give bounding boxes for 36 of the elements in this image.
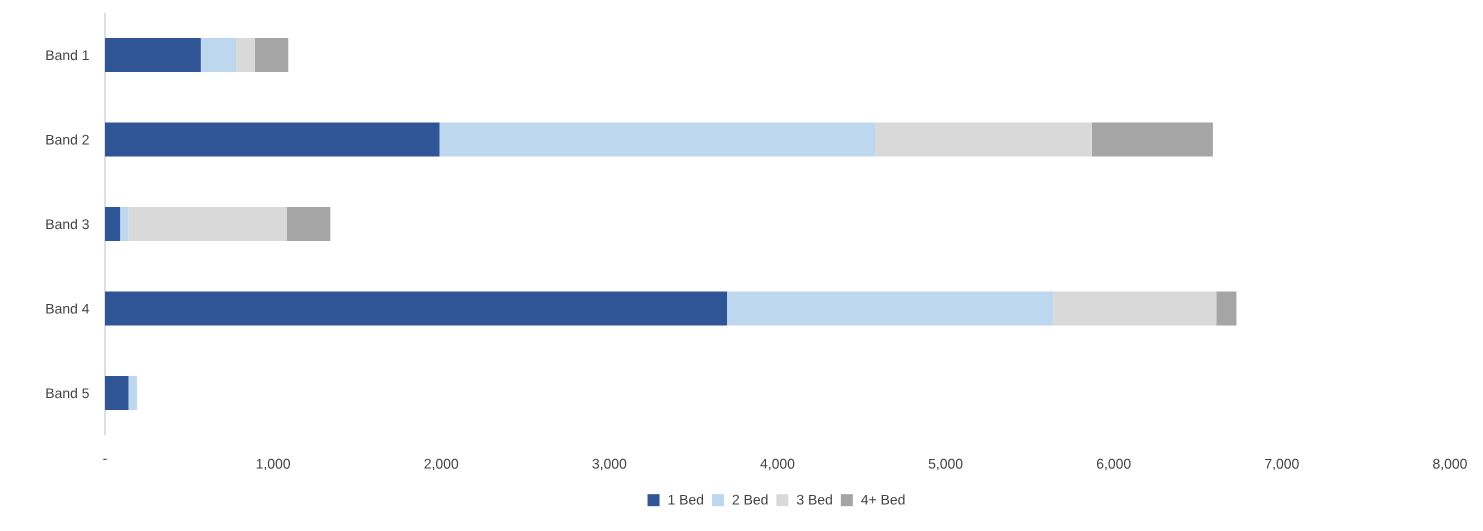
y-tick-label: Band 2 xyxy=(46,134,89,145)
x-tick-label: 8,000 xyxy=(1433,458,1467,471)
bar xyxy=(105,291,728,326)
bar xyxy=(1053,291,1217,326)
y-tick-label: Band 4 xyxy=(46,303,90,314)
bar xyxy=(128,376,137,411)
bar xyxy=(874,122,1092,157)
bar xyxy=(200,38,237,72)
y-tick-label: Band 1 xyxy=(46,49,89,61)
x-tick-label: 6,000 xyxy=(1096,458,1131,471)
bar xyxy=(727,291,1054,326)
bar xyxy=(128,207,287,241)
bar xyxy=(254,38,289,72)
legend-label: 2 Bed xyxy=(732,494,768,505)
bar xyxy=(286,207,331,241)
x-tick-label: 5,000 xyxy=(928,458,963,471)
bar xyxy=(105,207,121,241)
legend-label: 4+ Bed xyxy=(861,494,905,505)
y-tick-label: Band 5 xyxy=(46,387,89,399)
bar xyxy=(236,38,255,72)
bar xyxy=(105,122,440,157)
x-tick-label: 3,000 xyxy=(592,458,627,471)
legend-label: 3 Bed xyxy=(796,494,832,505)
bar xyxy=(120,207,129,241)
x-tick-label: 4,000 xyxy=(760,458,795,471)
bar xyxy=(439,122,875,157)
x-tick-label: 2,000 xyxy=(424,458,459,471)
bar xyxy=(105,376,129,411)
bar xyxy=(1216,291,1237,326)
bar xyxy=(1091,122,1213,157)
x-tick-label: 7,000 xyxy=(1265,458,1299,471)
bar xyxy=(105,38,201,72)
x-tick-label: 1,000 xyxy=(256,458,291,471)
x-tick-label: - xyxy=(103,458,107,460)
legend-label: 1 Bed xyxy=(668,494,704,505)
y-tick-label: Band 3 xyxy=(46,218,89,230)
